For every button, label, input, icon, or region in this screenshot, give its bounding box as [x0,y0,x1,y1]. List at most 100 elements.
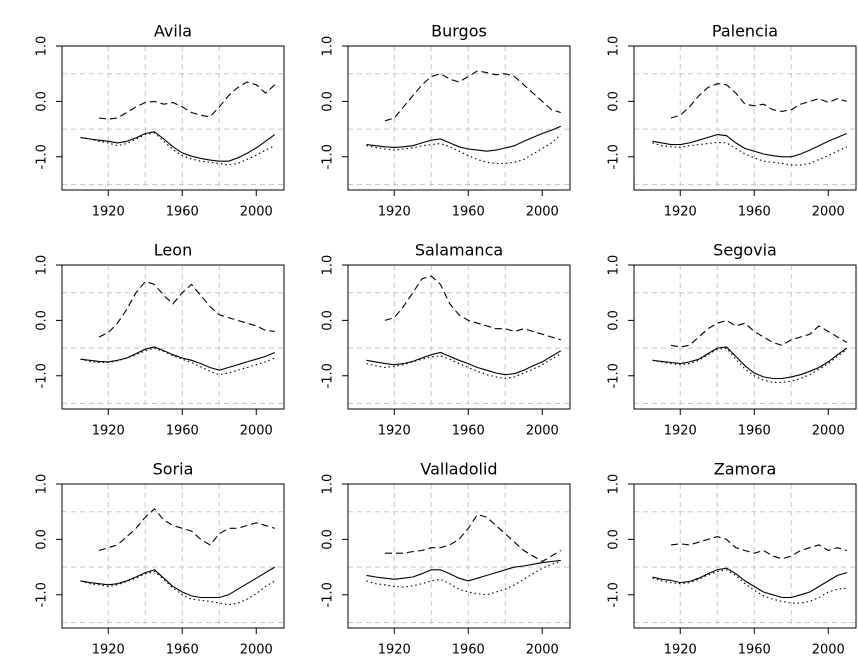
y-tick-label: -1.0 [35,363,50,388]
series-line [366,125,562,152]
x-tick-label: 1920 [664,424,697,439]
series-line [98,508,275,552]
y-tick-label: 0.0 [607,91,622,112]
y-tick-label: -1.0 [607,144,622,169]
x-tick-label: 1920 [664,643,697,657]
series-line [98,280,275,338]
plot-frame [633,264,857,410]
series-line [366,353,562,380]
series-line [366,560,561,596]
plot-frame [633,45,857,191]
y-tick-label: 0.0 [607,310,622,331]
x-tick-label: 1920 [378,205,411,220]
series-line [670,319,848,348]
y-tick-label: 1.0 [35,255,50,276]
plot-frame [347,264,571,410]
series-line [652,141,848,166]
series-line [384,275,561,341]
y-tick-label: 0.0 [35,310,50,331]
series-line [80,346,276,371]
panel-title: Leon [154,241,192,260]
x-tick-label: 1920 [92,205,125,220]
plot-frame [633,483,857,629]
y-tick-label: -1.0 [607,582,622,607]
series-line [80,131,276,162]
y-tick-label: 0.0 [321,310,336,331]
x-tick-label: 2000 [812,643,845,657]
x-tick-label: 1960 [738,424,771,439]
x-tick-label: 2000 [526,643,559,657]
panel-title: Soria [153,460,194,479]
panel-title: Palencia [712,22,778,41]
y-tick-label: 1.0 [35,36,50,57]
y-tick-label: 0.0 [607,529,622,550]
y-tick-label: 0.0 [321,529,336,550]
series-line [652,569,847,604]
y-tick-label: -1.0 [321,582,336,607]
x-tick-label: 2000 [526,424,559,439]
series-line [80,566,276,599]
y-tick-label: -1.0 [321,363,336,388]
y-tick-label: -1.0 [35,144,50,169]
series-line [652,567,847,599]
x-tick-label: 1960 [452,424,485,439]
plot-frame [347,483,571,629]
x-tick-label: 2000 [812,424,845,439]
x-tick-label: 1920 [664,205,697,220]
series-line [98,81,276,120]
series-line [80,570,276,606]
y-tick-label: 0.0 [35,529,50,550]
y-tick-label: 0.0 [321,91,336,112]
y-tick-label: 1.0 [35,474,50,495]
x-tick-label: 1920 [92,424,125,439]
y-tick-label: -1.0 [607,363,622,388]
plot-frame [61,264,285,410]
panel-title: Valladolid [420,460,497,479]
y-tick-label: 1.0 [321,36,336,57]
series-line [366,134,562,164]
y-tick-label: -1.0 [321,144,336,169]
x-tick-label: 2000 [240,424,273,439]
y-tick-label: 1.0 [607,36,622,57]
y-tick-label: 0.0 [35,91,50,112]
panel-title: Avila [154,22,192,41]
x-tick-label: 2000 [240,643,273,657]
plot-frame [61,45,285,191]
x-tick-label: 2000 [812,205,845,220]
x-tick-label: 2000 [526,205,559,220]
panel-title: Burgos [431,22,487,41]
series-line [366,559,561,582]
x-tick-label: 1960 [738,643,771,657]
series-line [670,536,847,560]
y-tick-label: 1.0 [607,255,622,276]
series-line [385,513,562,563]
x-tick-label: 1960 [452,643,485,657]
x-tick-label: 1920 [92,643,125,657]
series-line [80,132,276,166]
x-tick-label: 1920 [378,643,411,657]
plot-frame [347,45,571,191]
series-line [366,350,562,376]
x-tick-label: 1960 [166,643,199,657]
x-tick-label: 1960 [166,424,199,439]
x-tick-label: 1960 [452,205,485,220]
panel-title: Zamora [714,460,777,479]
panel-title: Segovia [713,241,777,260]
series-line [652,347,848,383]
series-line [652,346,848,380]
series-line [384,70,561,122]
x-tick-label: 1960 [166,205,199,220]
series-line [652,132,848,158]
panel-title: Salamanca [415,241,503,260]
x-tick-label: 2000 [240,205,273,220]
plot-frame [61,483,285,629]
y-tick-label: -1.0 [35,582,50,607]
x-tick-label: 1920 [378,424,411,439]
series-line [670,83,847,119]
y-tick-label: 1.0 [321,255,336,276]
series-line [80,347,276,376]
y-tick-label: 1.0 [607,474,622,495]
y-tick-label: 1.0 [321,474,336,495]
x-tick-label: 1960 [738,205,771,220]
